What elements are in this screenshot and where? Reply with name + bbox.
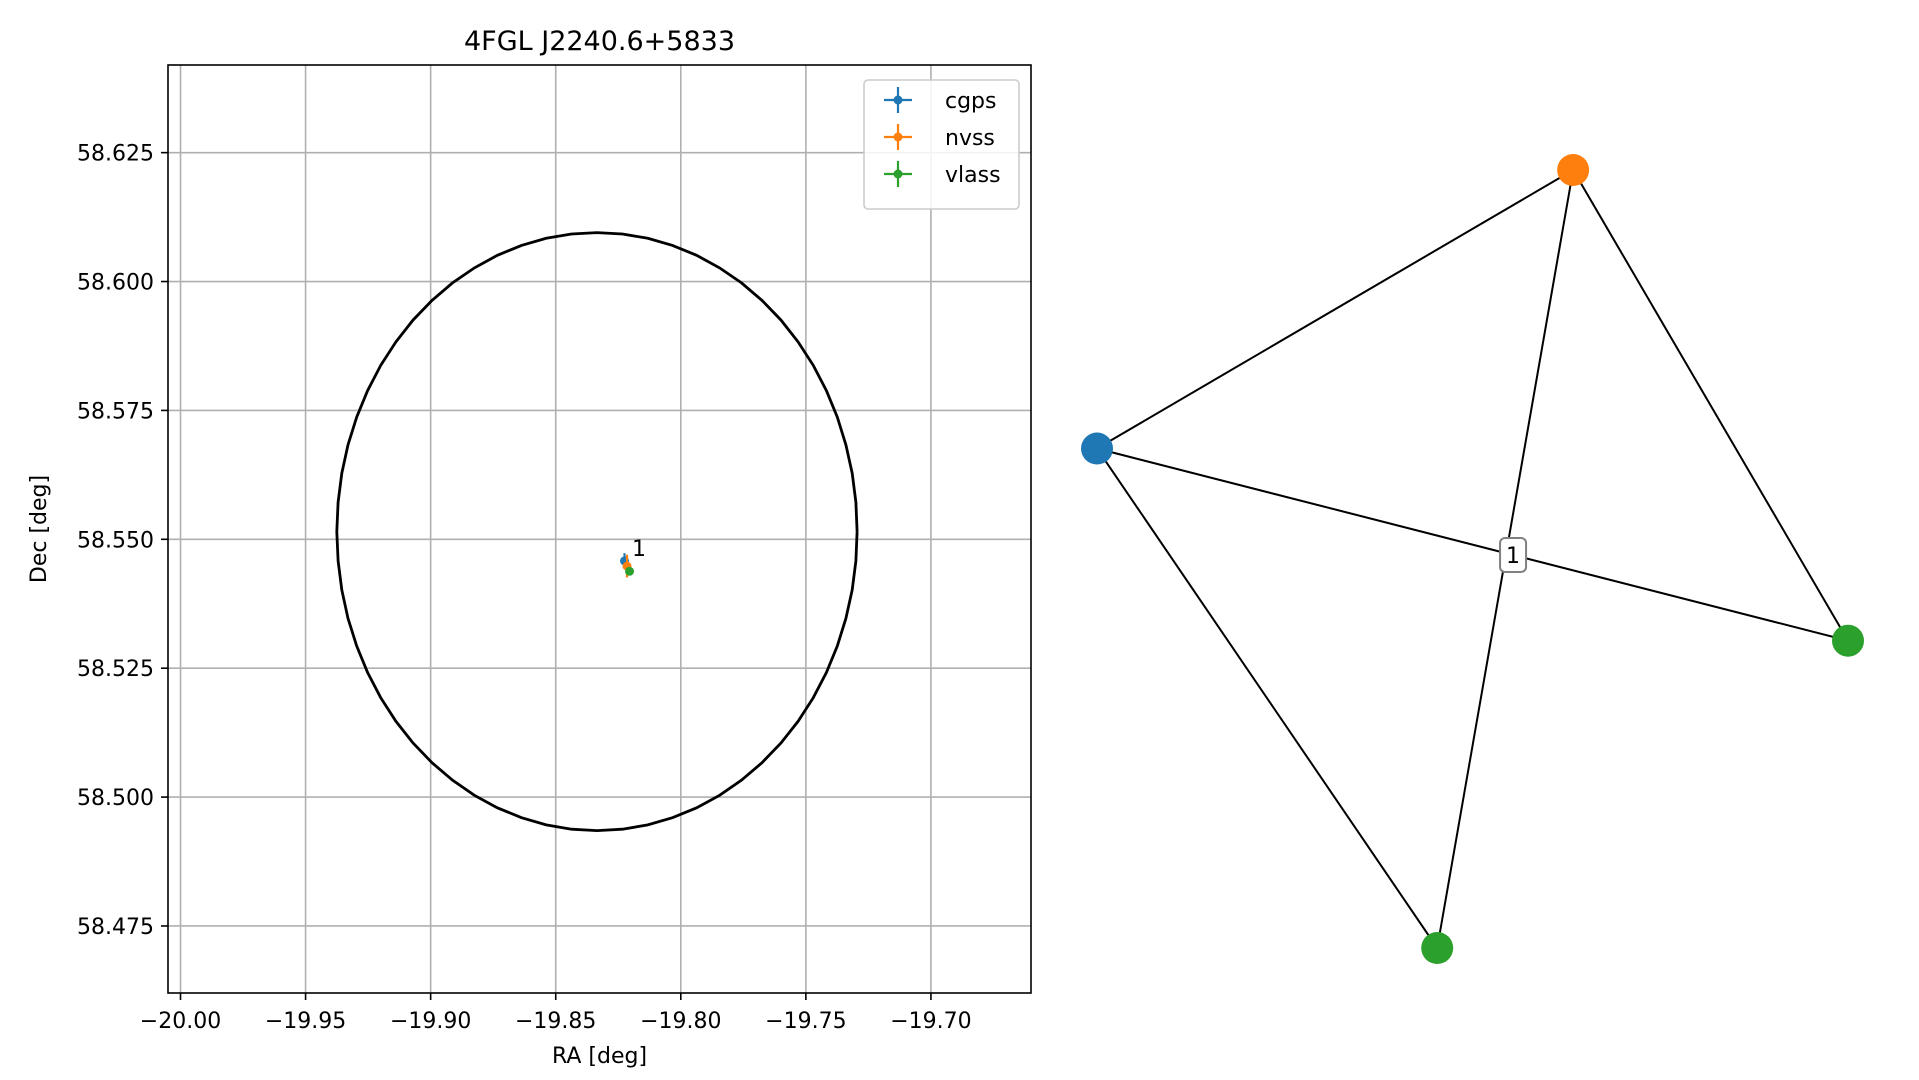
- x-axis-ticks: −20.00 −19.95 −19.90 −19.85 −19.80 −19.75 −19.…: [140, 993, 972, 1034]
- graph-edge-labels: 1: [1499, 536, 1528, 573]
- graph-node-vlass_b: [1421, 932, 1454, 964]
- y-tick-label: 58.625: [77, 142, 154, 167]
- legend-label: vlass: [945, 163, 1001, 188]
- sky-position-plot: −20.00 −19.95 −19.90 −19.85 −19.80 −19.75 −19.…: [27, 26, 1032, 1069]
- graph-edge: [1096, 447, 1439, 949]
- edge-label-box: [1499, 536, 1528, 573]
- x-tick-label: −19.85: [515, 1009, 596, 1034]
- x-axis-label: RA [deg]: [552, 1044, 647, 1069]
- match-graph: 1: [1081, 154, 1864, 964]
- graph-edge: [1096, 447, 1849, 642]
- graph-node-nvss: [1557, 154, 1590, 186]
- graph-edge: [1572, 169, 1849, 642]
- x-tick-label: −19.70: [890, 1009, 971, 1034]
- legend-entry-nvss: nvss: [884, 124, 995, 151]
- edge-label-text: 1: [1506, 544, 1520, 569]
- x-tick-label: −19.75: [765, 1009, 846, 1034]
- source-points: [620, 553, 635, 578]
- legend-marker-dot: [893, 95, 903, 105]
- localization-ellipse: [335, 231, 859, 833]
- match-annotation: 1: [632, 537, 646, 562]
- y-tick-label: 58.575: [77, 399, 154, 424]
- y-tick-label: 58.525: [77, 657, 154, 682]
- legend-entry-vlass: vlass: [884, 161, 1001, 188]
- vlass-marker: [625, 566, 635, 576]
- plot-frame: [167, 64, 1032, 994]
- graph-node-cgps: [1081, 432, 1113, 465]
- graph-nodes: [1081, 154, 1864, 964]
- graph-node-vlass_a: [1832, 624, 1864, 657]
- chart-title: 4FGL J2240.6+5833: [464, 26, 735, 57]
- graph-edge: [1096, 169, 1574, 450]
- x-tick-label: −19.80: [640, 1009, 721, 1034]
- y-tick-label: 58.600: [77, 271, 154, 296]
- legend-marker-dot: [893, 169, 903, 179]
- vlass-point: [625, 566, 635, 576]
- x-tick-label: −20.00: [140, 1009, 221, 1034]
- x-tick-label: −19.90: [390, 1009, 471, 1034]
- graph-edges: [1096, 169, 1849, 949]
- y-axis-ticks: 58.475 58.500 58.525 58.550 58.575 58.600 58.6…: [77, 142, 168, 940]
- y-tick-label: 58.550: [77, 528, 154, 553]
- legend-entries: cgps nvss vlass: [884, 87, 1001, 188]
- legend-entry-cgps: cgps: [884, 87, 997, 114]
- y-tick-label: 58.475: [77, 915, 154, 940]
- legend-label: cgps: [945, 89, 997, 114]
- legend: cgps nvss vlass: [863, 79, 1020, 210]
- edge-label: 1: [1499, 536, 1528, 573]
- y-axis-label: Dec [deg]: [27, 475, 52, 583]
- legend-label: nvss: [945, 126, 995, 151]
- legend-marker-dot: [893, 132, 903, 142]
- x-tick-label: −19.95: [265, 1009, 346, 1034]
- y-tick-label: 58.500: [77, 786, 154, 811]
- legend-box: [863, 79, 1020, 210]
